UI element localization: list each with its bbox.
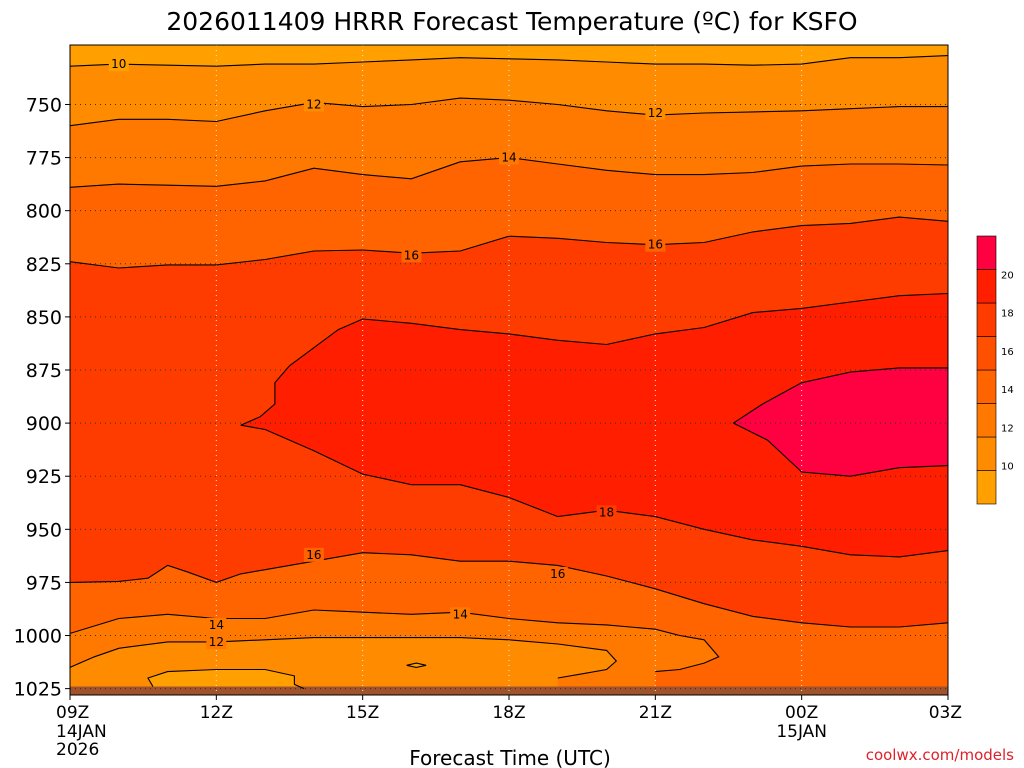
- colorbar-segment: [976, 436, 997, 471]
- contour-10-0: [70, 55, 948, 67]
- contour-label-14: 14: [501, 151, 516, 165]
- contour-label-18: 18: [599, 505, 614, 519]
- y-tick-label: 750: [26, 94, 62, 116]
- contour-label-14: 14: [209, 618, 224, 632]
- colorbar-segment: [976, 235, 997, 270]
- colorbar-segment: [976, 302, 997, 337]
- contour-label-bg: [303, 97, 324, 112]
- contour-label-12: 12: [648, 106, 663, 120]
- colorbar-tick-label: 12: [1001, 423, 1014, 434]
- x-tick-label: 15Z: [346, 703, 379, 723]
- y-tick-label: 1000: [14, 626, 62, 648]
- y-tick-label: 1025: [14, 679, 62, 701]
- x-tick-label: 09Z: [56, 703, 89, 723]
- contour-10-9: [147, 668, 305, 690]
- contour-label-bg: [547, 566, 568, 581]
- credit-text: coolwx.com/models: [866, 746, 1014, 764]
- colorbar-tick-label: 18: [1001, 309, 1014, 320]
- contour-label-bg: [401, 248, 422, 263]
- contour-label-bg: [645, 237, 666, 252]
- colorbar-tick-label: 20: [1001, 270, 1014, 281]
- y-tick-label: 925: [26, 466, 62, 488]
- colorbar: 10 12 14 16 18 20: [976, 235, 1014, 505]
- contour-18-5: [240, 292, 948, 558]
- x-tick-sublabel: 14JAN: [56, 722, 107, 742]
- colorbar-tick-label: 16: [1001, 347, 1014, 358]
- axes: 750 775 800 825 850 875 900 925 950 975 1000 102509…: [14, 44, 962, 760]
- contour-label-16: 16: [648, 238, 663, 252]
- contour-10-10: [406, 662, 427, 668]
- x-tick-year: 2026: [56, 740, 99, 760]
- colorbar-segment: [976, 369, 997, 404]
- band-above-20: [733, 367, 948, 477]
- colorbar-segment: [976, 336, 997, 371]
- colorbar-segment: [976, 269, 997, 304]
- contour-12-1: [70, 97, 948, 127]
- contour-label-12: 12: [306, 97, 321, 111]
- colorbar-segment: [976, 470, 997, 505]
- y-tick-label: 775: [26, 148, 62, 170]
- contour-20-6: [733, 367, 948, 477]
- x-tick-label: 18Z: [492, 703, 525, 723]
- x-tick-sublabel: 15JAN: [776, 722, 827, 742]
- contour-label-bg: [645, 105, 666, 120]
- chart-title: 2026011409 HRRR Forecast Temperature (ºC…: [166, 7, 857, 36]
- y-tick-label: 900: [26, 413, 62, 435]
- contour-label-16: 16: [550, 567, 565, 581]
- contour-label-bg: [206, 634, 227, 649]
- contour-label-bg: [499, 150, 519, 165]
- contour-label-bg: [206, 617, 227, 632]
- contour-label-14: 14: [453, 607, 468, 621]
- contour-label-12: 12: [209, 635, 224, 649]
- contour-16-4: [70, 552, 948, 628]
- y-tick-label: 975: [26, 572, 62, 594]
- y-tick-label: 875: [26, 360, 62, 382]
- x-tick-label: 21Z: [639, 703, 672, 723]
- y-tick-label: 825: [26, 254, 62, 276]
- band-18-20: [240, 293, 948, 557]
- contour-lines: 10 12 12 14 16 16 16 16 18 14 14 12: [70, 55, 948, 690]
- contour-label-bg: [108, 57, 129, 72]
- x-tick-label: 03Z: [929, 703, 962, 723]
- contour-label-10: 10: [111, 57, 126, 71]
- contour-label-bg: [596, 505, 617, 520]
- y-tick-label: 800: [26, 201, 62, 223]
- colorbar-tick-label: 14: [1001, 385, 1014, 396]
- contour-label-16: 16: [404, 248, 419, 262]
- contour-label-bg: [450, 607, 471, 622]
- contour-16-3: [70, 216, 948, 269]
- x-tick-label: 12Z: [200, 703, 233, 723]
- contour-label-16: 16: [306, 548, 321, 562]
- contour-label-bg: [303, 547, 324, 562]
- x-axis-label: Forecast Time (UTC): [409, 746, 611, 768]
- x-tick-label: 00Z: [785, 703, 818, 723]
- contour-12-8: [70, 637, 618, 679]
- colorbar-tick-label: 10: [1001, 462, 1014, 473]
- band-below-10-surface: [148, 669, 305, 689]
- band-10-12-surface: [70, 637, 617, 695]
- colorbar-segment: [976, 403, 997, 438]
- contour-group: 10 12 12 14 16 16 16 16 18 14 14 12: [70, 55, 948, 690]
- y-tick-label: 850: [26, 307, 62, 329]
- y-tick-label: 950: [26, 519, 62, 541]
